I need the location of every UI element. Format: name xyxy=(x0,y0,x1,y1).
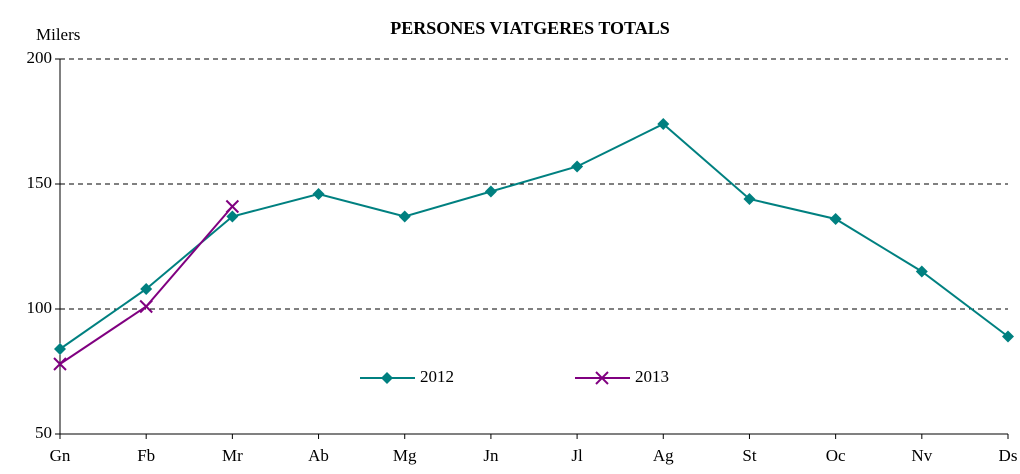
point xyxy=(54,343,66,355)
x-tick-label: Nv xyxy=(911,446,932,465)
point xyxy=(743,193,756,205)
point xyxy=(398,210,411,223)
point xyxy=(381,372,393,384)
point xyxy=(226,210,239,223)
x-tick-label: Mr xyxy=(222,446,243,465)
chart-title: PERSONES VIATGERES TOTALS xyxy=(390,18,669,38)
x-tick-label: Oc xyxy=(826,446,846,465)
point xyxy=(915,265,928,278)
y-tick-label: 200 xyxy=(27,48,53,67)
point xyxy=(53,357,67,371)
y-tick-label: 150 xyxy=(27,173,53,192)
point xyxy=(1002,330,1014,343)
point xyxy=(571,160,584,173)
x-tick-label: Ab xyxy=(308,446,329,465)
y-tick-label: 50 xyxy=(35,423,52,442)
legend-label: 2012 xyxy=(420,367,454,386)
series-line xyxy=(59,122,1009,350)
point xyxy=(139,299,153,314)
x-tick-label: Ag xyxy=(653,446,674,465)
x-tick-label: Fb xyxy=(137,446,155,465)
y-tick-label: 100 xyxy=(27,298,53,317)
x-tick-label: Jn xyxy=(483,446,499,465)
y-axis-label: Milers xyxy=(36,25,80,44)
x-tick-label: Mg xyxy=(393,446,417,465)
x-tick-label: Ds xyxy=(999,446,1018,465)
point xyxy=(312,188,325,200)
point xyxy=(225,199,240,214)
x-tick-label: Gn xyxy=(50,446,71,465)
point xyxy=(140,283,153,295)
point xyxy=(829,213,842,225)
point xyxy=(595,371,609,385)
point xyxy=(657,118,670,130)
x-tick-label: Jl xyxy=(571,446,583,465)
point xyxy=(484,185,497,198)
x-tick-label: St xyxy=(742,446,756,465)
legend-label: 2013 xyxy=(635,367,669,386)
